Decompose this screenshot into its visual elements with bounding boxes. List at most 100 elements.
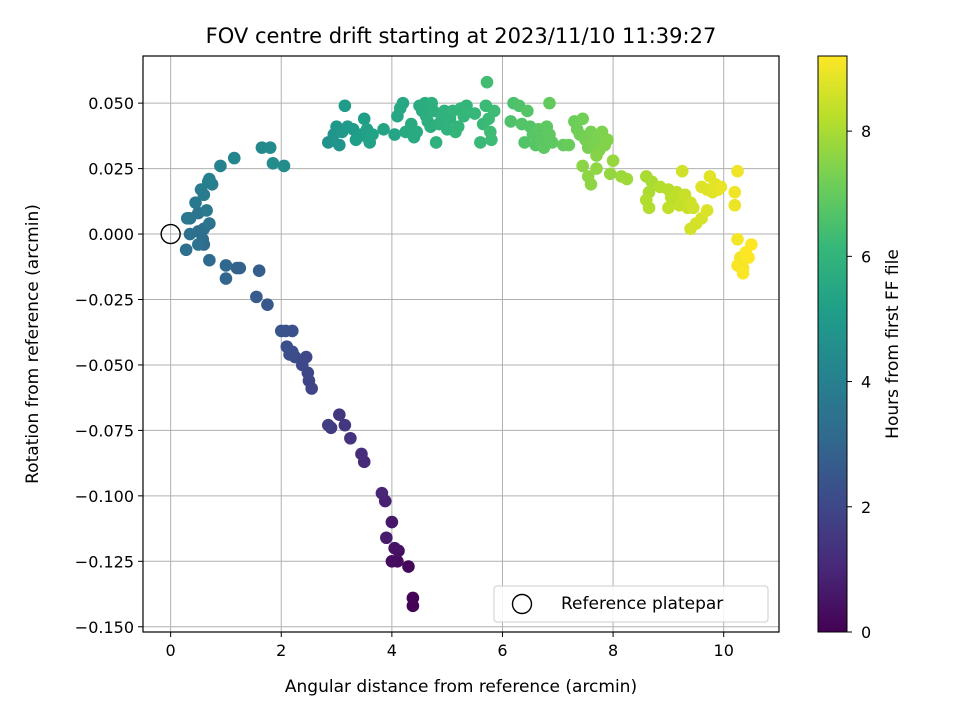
data-point: [274, 324, 288, 338]
x-tick-label: 4: [387, 641, 397, 660]
data-point: [388, 128, 401, 141]
reference-marker: [160, 223, 181, 245]
colorbar-label: Hours from first FF file: [883, 249, 903, 439]
data-point: [380, 531, 393, 545]
data-point: [700, 204, 714, 217]
data-point: [745, 238, 758, 251]
legend-marker: [511, 593, 533, 615]
data-point: [252, 264, 266, 277]
data-point: [250, 290, 263, 304]
y-tick-label: 0.025: [88, 160, 134, 179]
plot-frame: [142, 55, 780, 633]
data-point: [375, 486, 389, 500]
legend-box: [493, 585, 769, 623]
legend: Reference platepar: [493, 585, 769, 623]
y-tick-label: −0.150: [75, 618, 134, 637]
data-point: [736, 267, 750, 280]
data-point: [728, 198, 742, 212]
data-point: [731, 164, 744, 178]
data-point: [338, 418, 352, 432]
data-point: [521, 104, 534, 118]
data-point: [606, 154, 620, 168]
colorbar-tick-label: 0: [861, 623, 871, 642]
data-point: [584, 177, 598, 191]
y-axis-label: Rotation from reference (arcmin): [23, 204, 43, 484]
colorbar-ticks: 0 2 4 6 8: [847, 122, 871, 642]
colorbar-tick-label: 2: [861, 498, 871, 517]
data-point: [406, 591, 420, 605]
data-point: [261, 298, 274, 312]
data-point: [200, 204, 213, 217]
data-point: [662, 201, 675, 215]
x-tick-label: 10: [714, 641, 734, 660]
data-point: [385, 555, 399, 568]
data-point: [366, 128, 379, 141]
data-point: [601, 133, 614, 147]
data-point: [388, 541, 401, 555]
scatter-points: [179, 75, 758, 613]
y-tick-label: 0.050: [88, 94, 134, 113]
data-point: [576, 112, 589, 126]
colorbar-tick-label: 4: [861, 373, 871, 392]
data-point: [504, 115, 518, 128]
y-axis: −0.150 −0.125 −0.100 −0.075 −0.050 −0.025 0.00…: [75, 94, 143, 637]
data-point: [545, 136, 559, 149]
y-tick-label: −0.125: [75, 552, 134, 571]
data-point: [357, 112, 371, 126]
data-point: [728, 185, 742, 199]
y-tick-label: 0.000: [88, 225, 134, 244]
data-point: [562, 138, 576, 152]
x-tick-label: 2: [276, 641, 286, 660]
data-point: [377, 123, 390, 136]
y-tick-label: −0.100: [75, 487, 134, 506]
data-point: [451, 120, 465, 133]
data-point: [233, 261, 247, 275]
y-tick-label: −0.075: [75, 421, 134, 440]
data-point: [203, 217, 216, 230]
grid: [143, 56, 779, 632]
data-point: [590, 149, 603, 162]
x-tick-label: 0: [166, 641, 176, 660]
colorbar: 0 2 4 6 8 Hours from first FF file: [817, 55, 903, 642]
data-point: [179, 243, 193, 257]
data-point: [518, 136, 531, 149]
data-point: [385, 515, 399, 529]
data-point: [183, 227, 197, 241]
data-point: [460, 99, 473, 113]
data-point: [474, 136, 487, 149]
data-point: [219, 259, 233, 272]
data-point: [355, 447, 368, 461]
data-point: [266, 157, 280, 170]
data-point: [590, 162, 603, 175]
x-tick-label: 8: [608, 641, 618, 660]
data-point: [396, 96, 410, 110]
data-point: [338, 99, 352, 113]
colorbar-tick-label: 8: [861, 122, 871, 141]
data-point: [280, 340, 294, 353]
data-point: [487, 104, 501, 118]
colorbar-tick-label: 6: [861, 247, 871, 266]
data-point: [189, 196, 202, 209]
reference-platepar-point: [160, 223, 181, 245]
data-point: [576, 159, 589, 173]
y-tick-label: −0.025: [75, 290, 134, 309]
x-tick-label: 6: [497, 641, 507, 660]
data-point: [480, 75, 494, 89]
data-point: [192, 238, 205, 251]
data-point: [485, 133, 498, 147]
data-point: [219, 272, 233, 285]
data-point: [227, 151, 241, 165]
legend-label: Reference platepar: [561, 594, 723, 614]
data-point: [263, 141, 277, 154]
x-axis: 0 2 4 6 8 10: [166, 632, 734, 660]
data-point: [321, 418, 335, 432]
data-point: [203, 172, 216, 186]
data-point: [731, 232, 744, 246]
data-point: [604, 167, 617, 181]
data-point: [468, 107, 482, 120]
x-axis-label: Angular distance from reference (arcmin): [285, 677, 637, 697]
data-point: [344, 431, 357, 445]
data-point: [642, 201, 656, 215]
data-point: [543, 96, 556, 110]
